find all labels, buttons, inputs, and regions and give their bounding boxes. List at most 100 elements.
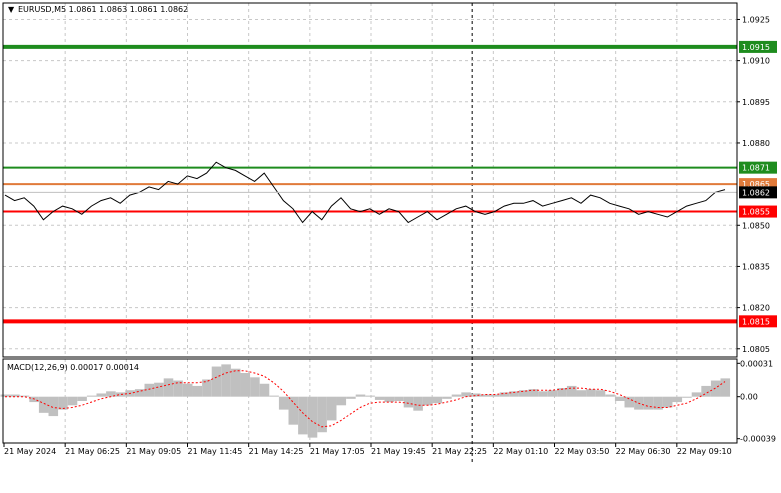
y-tick-label: 1.0880	[742, 139, 770, 148]
symbol-dropdown-icon[interactable]: ▼	[8, 5, 15, 14]
x-tick-label: 21 May 2024	[4, 447, 56, 456]
macd-bar	[38, 396, 49, 413]
grid	[3, 3, 737, 463]
macd-bar	[96, 393, 107, 397]
macd-bar	[211, 366, 222, 397]
macd-bar	[490, 394, 500, 397]
macd-bar	[461, 392, 471, 397]
macd-bar	[605, 394, 615, 397]
x-tick-label: 21 May 09:05	[126, 447, 181, 456]
x-tick-label: 22 May 01:10	[493, 447, 548, 456]
macd-bar	[682, 396, 692, 398]
price-series: 1.0862	[3, 161, 777, 224]
macd-bar	[643, 396, 654, 410]
macd-bar	[269, 395, 279, 397]
horizontal-levels[interactable]: 1.0915 1.0871 1.0865 1.0855 1.0815	[3, 40, 777, 328]
macd-bar	[384, 396, 395, 403]
macd-bar	[221, 364, 231, 397]
x-tick-label: 21 May 11:45	[188, 447, 243, 456]
macd-bar	[403, 396, 414, 408]
level-price-label: 1.0871	[742, 164, 770, 173]
macd-bar	[19, 395, 30, 397]
macd-bar	[394, 396, 404, 401]
macd-bar	[115, 392, 126, 397]
macd-bar	[528, 389, 539, 397]
x-tick-label: 22 May 03:50	[555, 447, 610, 456]
macd-bar	[10, 394, 20, 397]
macd-bar	[720, 378, 731, 397]
macd-bar	[106, 391, 116, 397]
macd-bar	[202, 379, 212, 397]
macd-bar	[442, 396, 452, 399]
level-price-label: 1.0915	[742, 43, 770, 52]
macd-pane-frame	[2, 358, 738, 444]
macd-bar	[240, 373, 251, 397]
x-tick-label: 21 May 17:05	[310, 447, 365, 456]
macd-bar	[653, 396, 663, 410]
macd-signal-line	[5, 370, 726, 428]
x-tick-label: 22 May 09:10	[677, 447, 732, 456]
macd-bar	[538, 391, 548, 397]
macd-bar	[288, 396, 299, 425]
y-tick-label: 1.0835	[742, 262, 770, 271]
level-price-tag	[739, 205, 777, 218]
level-price-tag	[739, 161, 777, 174]
macd-bar	[480, 394, 491, 397]
x-tick-label: 21 May 06:25	[65, 447, 120, 456]
level-price-tag	[739, 40, 777, 53]
symbol-info: EURUSD,M5 1.0861 1.0863 1.0861 1.0862	[18, 5, 188, 14]
macd-bar	[298, 396, 308, 435]
macd-bar	[691, 392, 702, 397]
macd-bar	[518, 390, 529, 397]
price-line	[4, 161, 726, 224]
macd-bar	[259, 383, 270, 397]
macd-bar	[134, 389, 145, 397]
macd-bar	[701, 385, 711, 397]
y-tick-label: 1.0925	[742, 15, 770, 24]
macd-bar	[230, 368, 241, 397]
macd-bar	[374, 396, 385, 400]
y-tick-label: 1.0895	[742, 98, 770, 107]
macd-bar	[432, 396, 443, 404]
level-price-label: 1.0865	[742, 180, 770, 189]
macd-y-tick-label: -0.00039	[740, 435, 776, 444]
macd-bar	[509, 391, 519, 397]
macd-bar	[566, 385, 577, 397]
macd-bar	[307, 396, 318, 438]
macd-bar	[365, 395, 375, 397]
macd-bar	[413, 396, 423, 411]
macd-bar	[67, 396, 78, 406]
macd-bar	[278, 396, 289, 410]
macd-bar	[144, 383, 155, 397]
y-tick-label: 1.0910	[742, 57, 770, 66]
macd-bar	[547, 390, 558, 397]
macd-bar	[163, 378, 174, 397]
macd-bar	[58, 396, 68, 410]
macd-y-tick-label: 0.00	[740, 393, 758, 402]
level-price-label: 1.0815	[742, 317, 770, 326]
x-tick-label: 21 May 19:45	[371, 447, 426, 456]
macd-bar	[48, 396, 59, 417]
macd-bar	[154, 382, 164, 397]
macd-bar	[470, 393, 481, 397]
macd-title: MACD(12,26,9) 0.00017 0.00014	[7, 363, 139, 372]
macd-bar	[710, 380, 721, 397]
macd-bar	[317, 396, 327, 433]
axes: 1.0925 1.0910 1.0895 1.0880 1.0850 1.0835 1.08…	[3, 15, 776, 456]
macd-bar	[672, 396, 683, 403]
macd-bar	[614, 396, 625, 401]
macd-bar	[624, 396, 635, 408]
chart-frame	[2, 2, 738, 444]
level-price-tag	[739, 315, 777, 328]
macd-bar	[595, 390, 606, 397]
y-tick-label: 1.0850	[742, 221, 770, 230]
macd-bar	[422, 396, 433, 406]
macd-bar	[77, 396, 87, 401]
level-price-label: 1.0855	[742, 208, 770, 217]
macd-bar	[557, 388, 567, 397]
macd-bar	[0, 394, 11, 397]
current-price-label: 1.0862	[742, 188, 770, 197]
macd-bar	[86, 395, 97, 397]
